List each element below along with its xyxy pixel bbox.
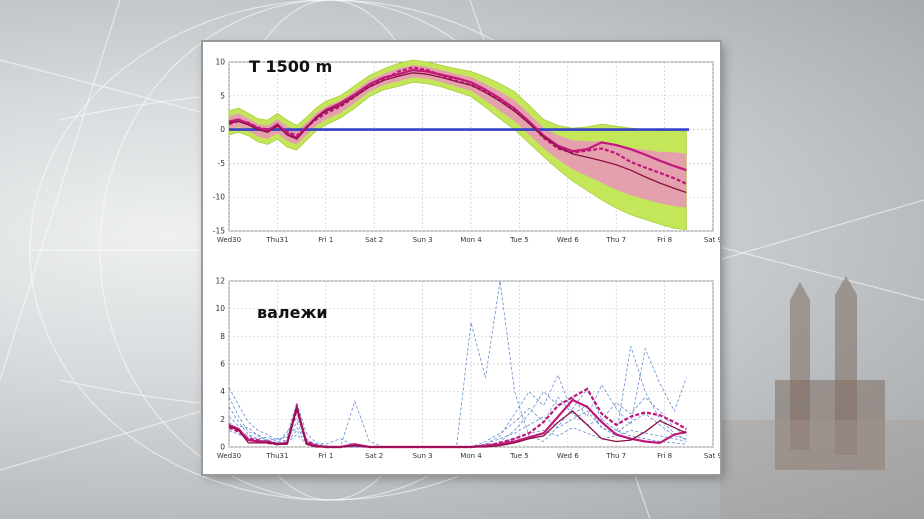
x-tick-label: Wed 6	[557, 452, 579, 460]
x-tick-label: Sun 3	[413, 452, 433, 460]
x-tick-label: Mon 4	[460, 452, 482, 460]
y-tick-label: 2	[220, 415, 225, 424]
y-tick-label: 4	[220, 387, 225, 396]
x-tick-label: Thu31	[265, 236, 288, 244]
x-tick-label: Wed30	[217, 452, 241, 460]
y-tick-label: 0	[220, 125, 225, 134]
y-tick-label: -5	[218, 159, 226, 168]
x-tick-label: Tue 5	[509, 452, 529, 460]
ensemble-member-line	[228, 410, 687, 448]
y-tick-label: 5	[220, 91, 225, 100]
x-tick-label: Fri 8	[657, 452, 672, 460]
x-tick-label: Sat 9	[704, 452, 720, 460]
x-tick-label: Sat 2	[365, 452, 383, 460]
y-tick-label: 10	[215, 58, 225, 67]
x-tick-label: Thu 7	[605, 452, 626, 460]
x-tick-label: Wed 6	[557, 236, 579, 244]
series-line	[228, 405, 687, 448]
ensemble-member-line	[228, 345, 687, 448]
x-tick-label: Fri 1	[318, 236, 333, 244]
y-tick-label: 6	[220, 360, 225, 369]
x-tick-label: Tue 5	[509, 236, 529, 244]
y-tick-label: 8	[220, 332, 225, 341]
x-tick-label: Fri 1	[318, 452, 333, 460]
x-tick-label: Mon 4	[460, 236, 482, 244]
y-tick-label: -15	[213, 227, 225, 236]
y-tick-label: 12	[215, 277, 225, 286]
x-tick-label: Wed30	[217, 236, 241, 244]
meteogram-panel: 10 5 0 -5 -10 -15 Wed30 Thu31 Fri 1 Sat 2 Sun 3 Mon…	[203, 42, 720, 474]
y-tick-label: -10	[213, 193, 225, 202]
precipitation-chart-title: валежи	[257, 303, 328, 322]
x-tick-label: Thu31	[265, 452, 288, 460]
series-line	[228, 72, 687, 194]
x-tick-label: Sat 2	[365, 236, 383, 244]
y-tick-label: 0	[220, 443, 225, 452]
x-tick-label: Sun 3	[413, 236, 433, 244]
x-tick-label: Sat 9	[704, 236, 720, 244]
temperature-chart-title: T 1500 m	[249, 57, 332, 76]
series-line	[228, 66, 687, 185]
x-tick-label: Fri 8	[657, 236, 672, 244]
x-tick-label: Thu 7	[605, 236, 626, 244]
y-tick-label: 10	[215, 304, 225, 313]
